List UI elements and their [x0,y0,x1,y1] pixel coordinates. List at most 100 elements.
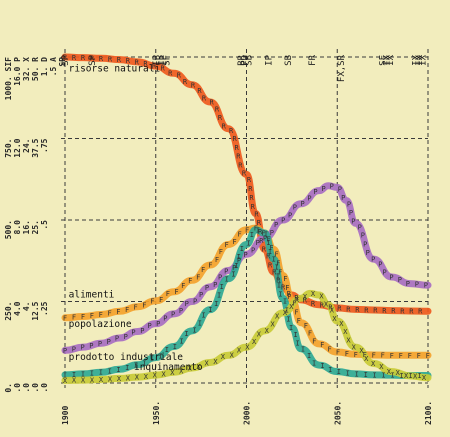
curve-glyphs: R R R R R R R R R R R RR RR RRR RRRRRRRRRRRRRRRRRRRRRR… [63,54,430,385]
glyph-prodotto-industriale: I [202,311,206,319]
glyph-prodotto-industriale: I [337,368,341,376]
glyph-inquinamento: X [188,365,193,373]
glyph-inquinamento: X [117,375,122,383]
glyph-prodotto-industriale: I [275,264,279,272]
glyph-risorse-naturali: R [126,57,131,65]
glyph-risorse-naturali: R [249,194,254,202]
y-tick-label: .0 [31,383,40,393]
glyph-risorse-naturali: R [254,210,259,218]
glyph-popolazione: P [338,186,342,194]
glyph-inquinamento: X [283,309,288,317]
glyph-alimenti: F [224,241,228,249]
glyph-popolazione: P [107,338,111,346]
top-annotation: PD [241,55,251,66]
glyph-prodotto-industriale: I [220,283,224,291]
glyph-alimenti: F [72,314,76,322]
glyph-popolazione: P [424,282,428,290]
y-tick-label: 250. [4,302,13,321]
glyph-prodotto-industriale: I [214,300,218,308]
glyph-alimenti: F [116,308,120,316]
glyph-alimenti: F [328,346,332,354]
glyph-popolazione: P [347,200,351,208]
y-tick-label: .0 [22,383,31,393]
glyph-alimenti: F [81,313,85,321]
glyph-alimenti: F [308,330,312,338]
glyph-prodotto-industriale: I [193,327,197,335]
glyph-popolazione: P [256,239,260,247]
glyph-popolazione: P [131,329,135,337]
glyph-popolazione: P [244,251,248,259]
glyph-inquinamento: X [339,320,344,328]
curve-labels: risorse naturali alimenti popolazione prodo… [69,64,203,373]
glyph-risorse-naturali: R [418,308,423,316]
glyph-prodotto-industriale: I [391,372,395,380]
glyph-prodotto-industriale: I [184,330,188,338]
top-annotation: SB [244,55,254,66]
glyph-alimenti: F [261,229,265,237]
y-tick-label: 0. [4,383,13,393]
glyph-risorse-naturali: R [81,54,86,62]
glyph-popolazione: P [140,327,144,335]
top-annotation: IX [415,54,425,65]
glyph-prodotto-industriale: I [277,282,281,290]
glyph-prodotto-industriale: I [382,372,386,380]
glyph-prodotto-industriale: I [99,369,103,377]
glyph-prodotto-industriale: I [198,320,202,328]
y-tick-label: 16. [22,220,31,234]
glyph-inquinamento: X [179,367,184,375]
x-tick-label: 1950. [152,401,161,425]
top-annotation: IX [382,54,392,65]
glyph-popolazione: P [378,260,382,268]
glyph-prodotto-industriale: I [418,372,422,380]
glyph-risorse-naturali: R [337,305,342,313]
top-annotation: SP [88,54,98,65]
top-annotation: SP [61,54,71,65]
glyph-prodotto-industriale: I [266,239,270,247]
glyph-inquinamento: X [289,303,294,311]
glyph-inquinamento: X [204,359,209,367]
glyph-prodotto-industriale: I [247,240,251,248]
y-tick-label: .5 [40,220,49,230]
glyph-popolazione: P [98,340,102,348]
glyph-popolazione: P [193,297,197,305]
glyph-alimenti: F [304,322,308,330]
glyph-risorse-naturali: R [364,306,369,314]
glyph-popolazione: P [349,209,353,217]
glyph-popolazione: P [63,347,67,355]
glyph-popolazione: P [263,234,267,242]
glyph-inquinamento: X [295,296,300,304]
glyph-popolazione: P [358,223,362,231]
glyph-inquinamento: X [364,355,369,363]
top-annotation: SF [379,55,389,66]
glyph-prodotto-industriale: I [272,256,276,264]
glyph-prodotto-industriale: I [173,343,177,351]
glyph-alimenti: F [363,351,367,359]
glyph-popolazione: P [406,280,410,288]
glyph-inquinamento: X [245,344,250,352]
glyph-alimenti: F [196,274,200,282]
glyph-popolazione: P [363,240,367,248]
glyph-risorse-naturali: R [238,161,243,169]
glyph-prodotto-industriale: I [165,346,169,354]
plot-curves [61,53,432,384]
glyph-risorse-naturali: R [135,58,140,66]
glyph-prodotto-industriale: I [256,227,260,235]
glyph-risorse-naturali: R [287,290,292,298]
glyph-risorse-naturali: R [202,95,207,103]
glyph-alimenti: F [399,352,403,360]
glyph-prodotto-industriale: I [225,276,229,284]
glyph-prodotto-industriale: I [346,370,350,378]
y-tick-label: SP [58,57,67,67]
glyph-inquinamento: X [332,315,337,323]
glyph-inquinamento: X [265,327,270,335]
glyph-popolazione: P [218,274,222,282]
y-tick-label: 50. R [31,57,40,81]
glyph-inquinamento: X [108,375,113,383]
glyph-risorse-naturali: R [143,60,148,68]
glyph-inquinamento: X [213,358,218,366]
glyph-alimenti: F [125,306,129,314]
glyph-inquinamento: X [359,347,364,355]
glyph-alimenti: F [269,244,273,252]
glyph-risorse-naturali: R [108,55,113,63]
glyph-risorse-naturali: R [400,307,405,315]
